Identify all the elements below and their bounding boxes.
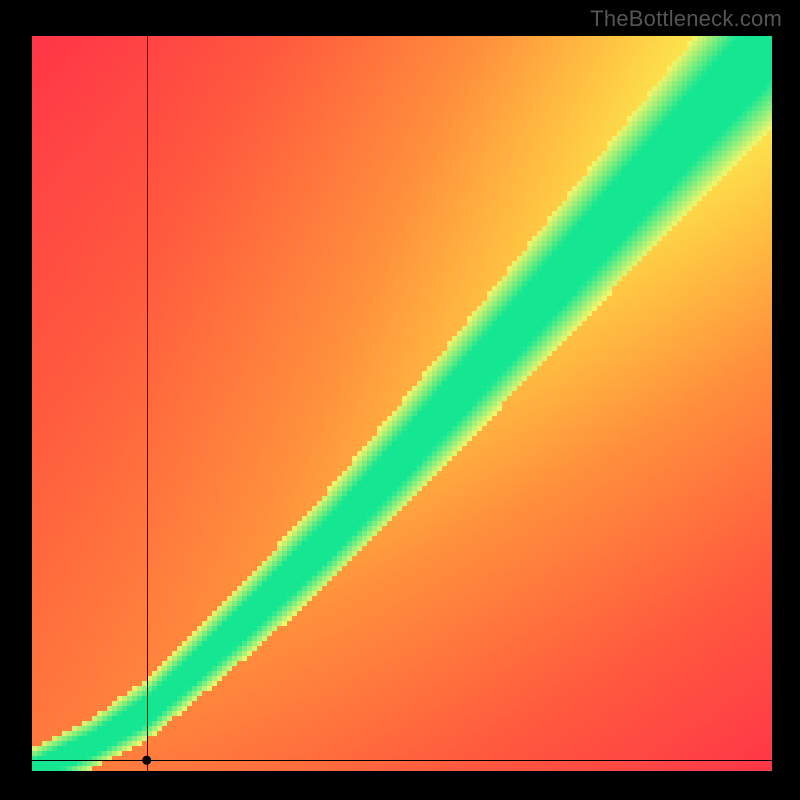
bottleneck-heatmap-plot bbox=[32, 36, 772, 772]
heatmap-canvas bbox=[32, 36, 772, 772]
watermark-label: TheBottleneck.com bbox=[590, 6, 782, 32]
figure-container: TheBottleneck.com bbox=[0, 0, 800, 800]
